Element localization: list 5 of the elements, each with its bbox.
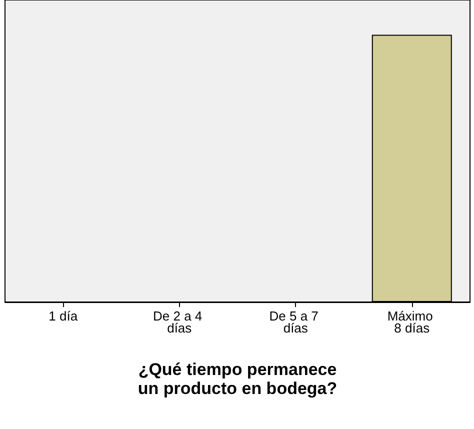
x-tick-label: Máximo 8 días <box>387 308 436 336</box>
x-tick-label: De 5 a 7 días <box>269 308 322 336</box>
x-tick-label: 1 día <box>48 308 78 324</box>
x-tick-label: De 2 a 4 días <box>152 308 206 336</box>
x-axis-title: ¿Qué tiempo permanece un producto en bodega? <box>138 360 338 398</box>
